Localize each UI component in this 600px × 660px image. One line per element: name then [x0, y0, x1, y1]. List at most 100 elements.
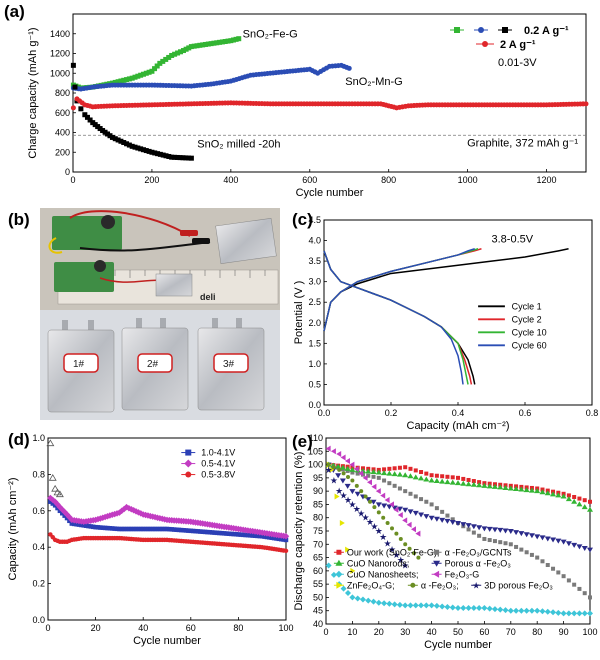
data-point [440, 474, 445, 479]
data-point [228, 38, 234, 44]
data-point [413, 468, 418, 473]
data-point [386, 504, 393, 510]
x-tick-label: 50 [453, 627, 463, 637]
legend-e: Our work (SnO₂-Fe-G); α -Fe₂O₃/GCNTs CuO N… [333, 547, 553, 591]
data-point [518, 607, 525, 614]
data-point [471, 530, 476, 535]
cell-label-3: 3# [223, 359, 235, 370]
data-point [534, 534, 541, 540]
y-tick-label: 0.2 [32, 579, 45, 589]
data-point [419, 497, 424, 502]
data-point [555, 538, 562, 544]
data-point [157, 151, 163, 157]
x-tick-label: 600 [302, 175, 317, 185]
data-point [523, 607, 530, 614]
data-point [79, 522, 84, 528]
legend-marker [482, 41, 488, 47]
data-point [403, 542, 408, 547]
data-point [174, 527, 179, 532]
data-point [398, 536, 403, 541]
data-point [86, 523, 91, 529]
y-axis-label: Discharge capacity retention (%) [293, 452, 305, 611]
data-point [181, 528, 186, 533]
data-point [392, 483, 397, 488]
y-tick-label: 2.5 [308, 297, 321, 307]
data-point [498, 540, 503, 545]
data-point [51, 498, 59, 505]
y-tick-label: 95 [313, 473, 323, 483]
data-point [87, 117, 93, 123]
chart-d: 0 20 40 60 80 100 0.0 0.2 0.4 0.6 0.8 1.0 Cycle numb… [7, 433, 294, 647]
data-point: ★ [340, 492, 348, 502]
data-point [371, 474, 376, 479]
data-point [88, 524, 94, 529]
y-tick-label: 105 [308, 446, 323, 456]
x-tick-label: 70 [506, 627, 516, 637]
data-point [576, 501, 583, 507]
button-cell [101, 215, 115, 229]
data-point [539, 535, 546, 541]
series-4 [325, 562, 593, 617]
data-point [93, 524, 98, 530]
y-tick-label: 4.0 [308, 236, 321, 246]
data-point [587, 547, 593, 553]
data-point: ★ [325, 466, 333, 476]
data-point [561, 574, 566, 579]
data-point [217, 39, 223, 45]
data-point [70, 62, 76, 68]
legend-label-row1: 0.2 A g⁻¹ [524, 25, 569, 37]
data-point [455, 605, 461, 612]
data-point [481, 482, 488, 488]
data-point [550, 609, 557, 616]
data-point [406, 521, 412, 528]
data-point [172, 51, 178, 57]
data-point [476, 482, 483, 488]
chart-e: 0 10 20 30 40 50 60 70 80 90 100 40 45 50 55 60 65 70 75 80… [293, 433, 598, 651]
data-point [126, 526, 132, 532]
discharge-curve [323, 250, 476, 385]
data-point [456, 475, 460, 480]
data-point [412, 602, 419, 609]
data-point [130, 507, 137, 514]
data-point [391, 601, 398, 608]
data-point [407, 509, 414, 515]
x-tick-label: 100 [582, 627, 597, 637]
data-point [350, 567, 356, 574]
x-axis-label: Cycle number [424, 639, 492, 651]
data-point [544, 490, 551, 496]
data-point [439, 517, 446, 523]
data-point [159, 526, 165, 532]
data-point [524, 550, 529, 555]
data-point [450, 517, 455, 522]
data-point [124, 141, 130, 147]
legend-marker [335, 559, 343, 566]
data-point: ★ [362, 514, 370, 524]
data-point [345, 546, 351, 553]
x-tick-label: 1000 [458, 175, 478, 185]
data-point [481, 526, 488, 532]
data-point [381, 515, 386, 520]
yellow-wire [48, 237, 63, 254]
x-tick-label: 30 [400, 627, 410, 637]
data-point: ★ [379, 533, 387, 543]
data-point [78, 106, 84, 112]
y-tick-label: 600 [55, 108, 70, 118]
data-point [424, 499, 429, 504]
data-point [171, 527, 177, 532]
data-point [397, 512, 403, 519]
data-point [389, 501, 394, 508]
data-point [381, 600, 388, 607]
y-tick-label: 80 [313, 513, 323, 523]
legend-label: CuO Nanorods; [347, 558, 410, 568]
data-point [407, 473, 414, 479]
y-tick-label: 0.4 [32, 542, 45, 552]
data-point [225, 38, 231, 44]
data-point [470, 524, 477, 530]
legend-marker [336, 581, 343, 589]
data-point [572, 582, 577, 587]
data-point [577, 586, 582, 591]
data-point [416, 555, 421, 560]
data-point: ★ [388, 546, 396, 556]
data-point [167, 526, 172, 532]
data-point [477, 533, 482, 538]
